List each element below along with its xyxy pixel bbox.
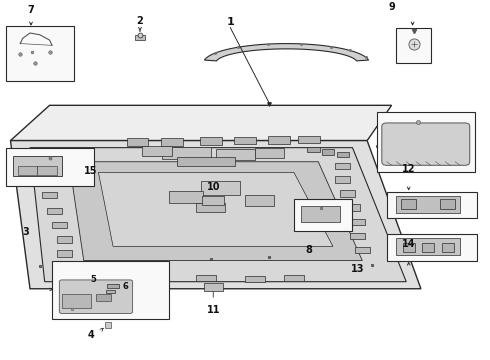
Bar [422,243,434,252]
Bar [234,137,256,144]
Text: 14: 14 [402,239,416,249]
Bar [176,157,235,166]
Text: 3: 3 [22,227,29,237]
Text: 2: 2 [137,16,143,26]
Bar [268,136,290,144]
Bar [196,203,225,212]
Bar [387,192,477,218]
Bar [403,243,415,252]
Bar [441,199,455,210]
Bar [162,147,211,159]
Bar [135,35,146,40]
Bar [57,250,72,257]
Bar [37,178,52,184]
FancyBboxPatch shape [59,280,133,314]
Bar [350,233,365,239]
Bar [37,164,52,170]
Bar [107,284,119,288]
Polygon shape [69,162,362,261]
Polygon shape [30,148,406,282]
Text: 15: 15 [84,166,97,176]
Text: 5: 5 [91,275,97,284]
Bar [294,199,352,230]
Bar [396,28,431,63]
Polygon shape [10,105,392,141]
Bar [106,290,115,293]
Bar [245,195,274,206]
Bar [350,219,365,225]
FancyBboxPatch shape [382,123,470,165]
Bar [255,148,284,158]
Bar [337,152,349,157]
Bar [307,147,319,152]
Bar [204,283,222,291]
Bar [96,294,111,301]
Bar [377,112,475,172]
Bar [5,148,94,186]
Bar [387,234,477,261]
Bar [200,138,222,145]
Bar [52,261,169,319]
Bar [201,181,240,195]
Text: 1: 1 [226,17,234,27]
Bar [441,243,454,252]
Text: 9: 9 [388,2,395,12]
Bar [47,208,62,214]
Bar [62,294,91,308]
Bar [202,195,224,206]
Text: 4: 4 [88,330,95,339]
Polygon shape [10,141,421,289]
Text: 10: 10 [206,182,220,192]
Polygon shape [98,172,333,246]
Bar [301,206,340,222]
Bar [147,274,167,279]
Text: 8: 8 [305,245,312,255]
Text: 13: 13 [351,264,364,274]
Bar [335,176,350,183]
Bar [18,166,37,175]
Bar [297,136,319,143]
Bar [345,204,360,211]
Bar [52,222,67,229]
Bar [284,275,304,281]
Bar [126,139,148,146]
Text: 12: 12 [402,164,416,174]
Bar [340,190,355,197]
Bar [196,275,216,281]
Bar [57,236,72,243]
Text: 11: 11 [206,305,220,315]
Bar [322,149,334,154]
Bar [42,192,57,198]
Bar [143,146,172,156]
Bar [161,139,183,146]
Bar [396,195,460,212]
Bar [335,163,350,169]
Bar [245,276,265,282]
Bar [5,26,74,81]
Bar [98,270,118,276]
Text: 7: 7 [27,5,34,15]
Bar [355,247,369,253]
Bar [37,166,57,175]
Bar [216,149,255,160]
Bar [401,199,416,210]
Text: 6: 6 [122,283,128,292]
Bar [396,238,460,255]
Polygon shape [204,44,368,61]
Bar [13,156,62,176]
Bar [169,191,203,203]
